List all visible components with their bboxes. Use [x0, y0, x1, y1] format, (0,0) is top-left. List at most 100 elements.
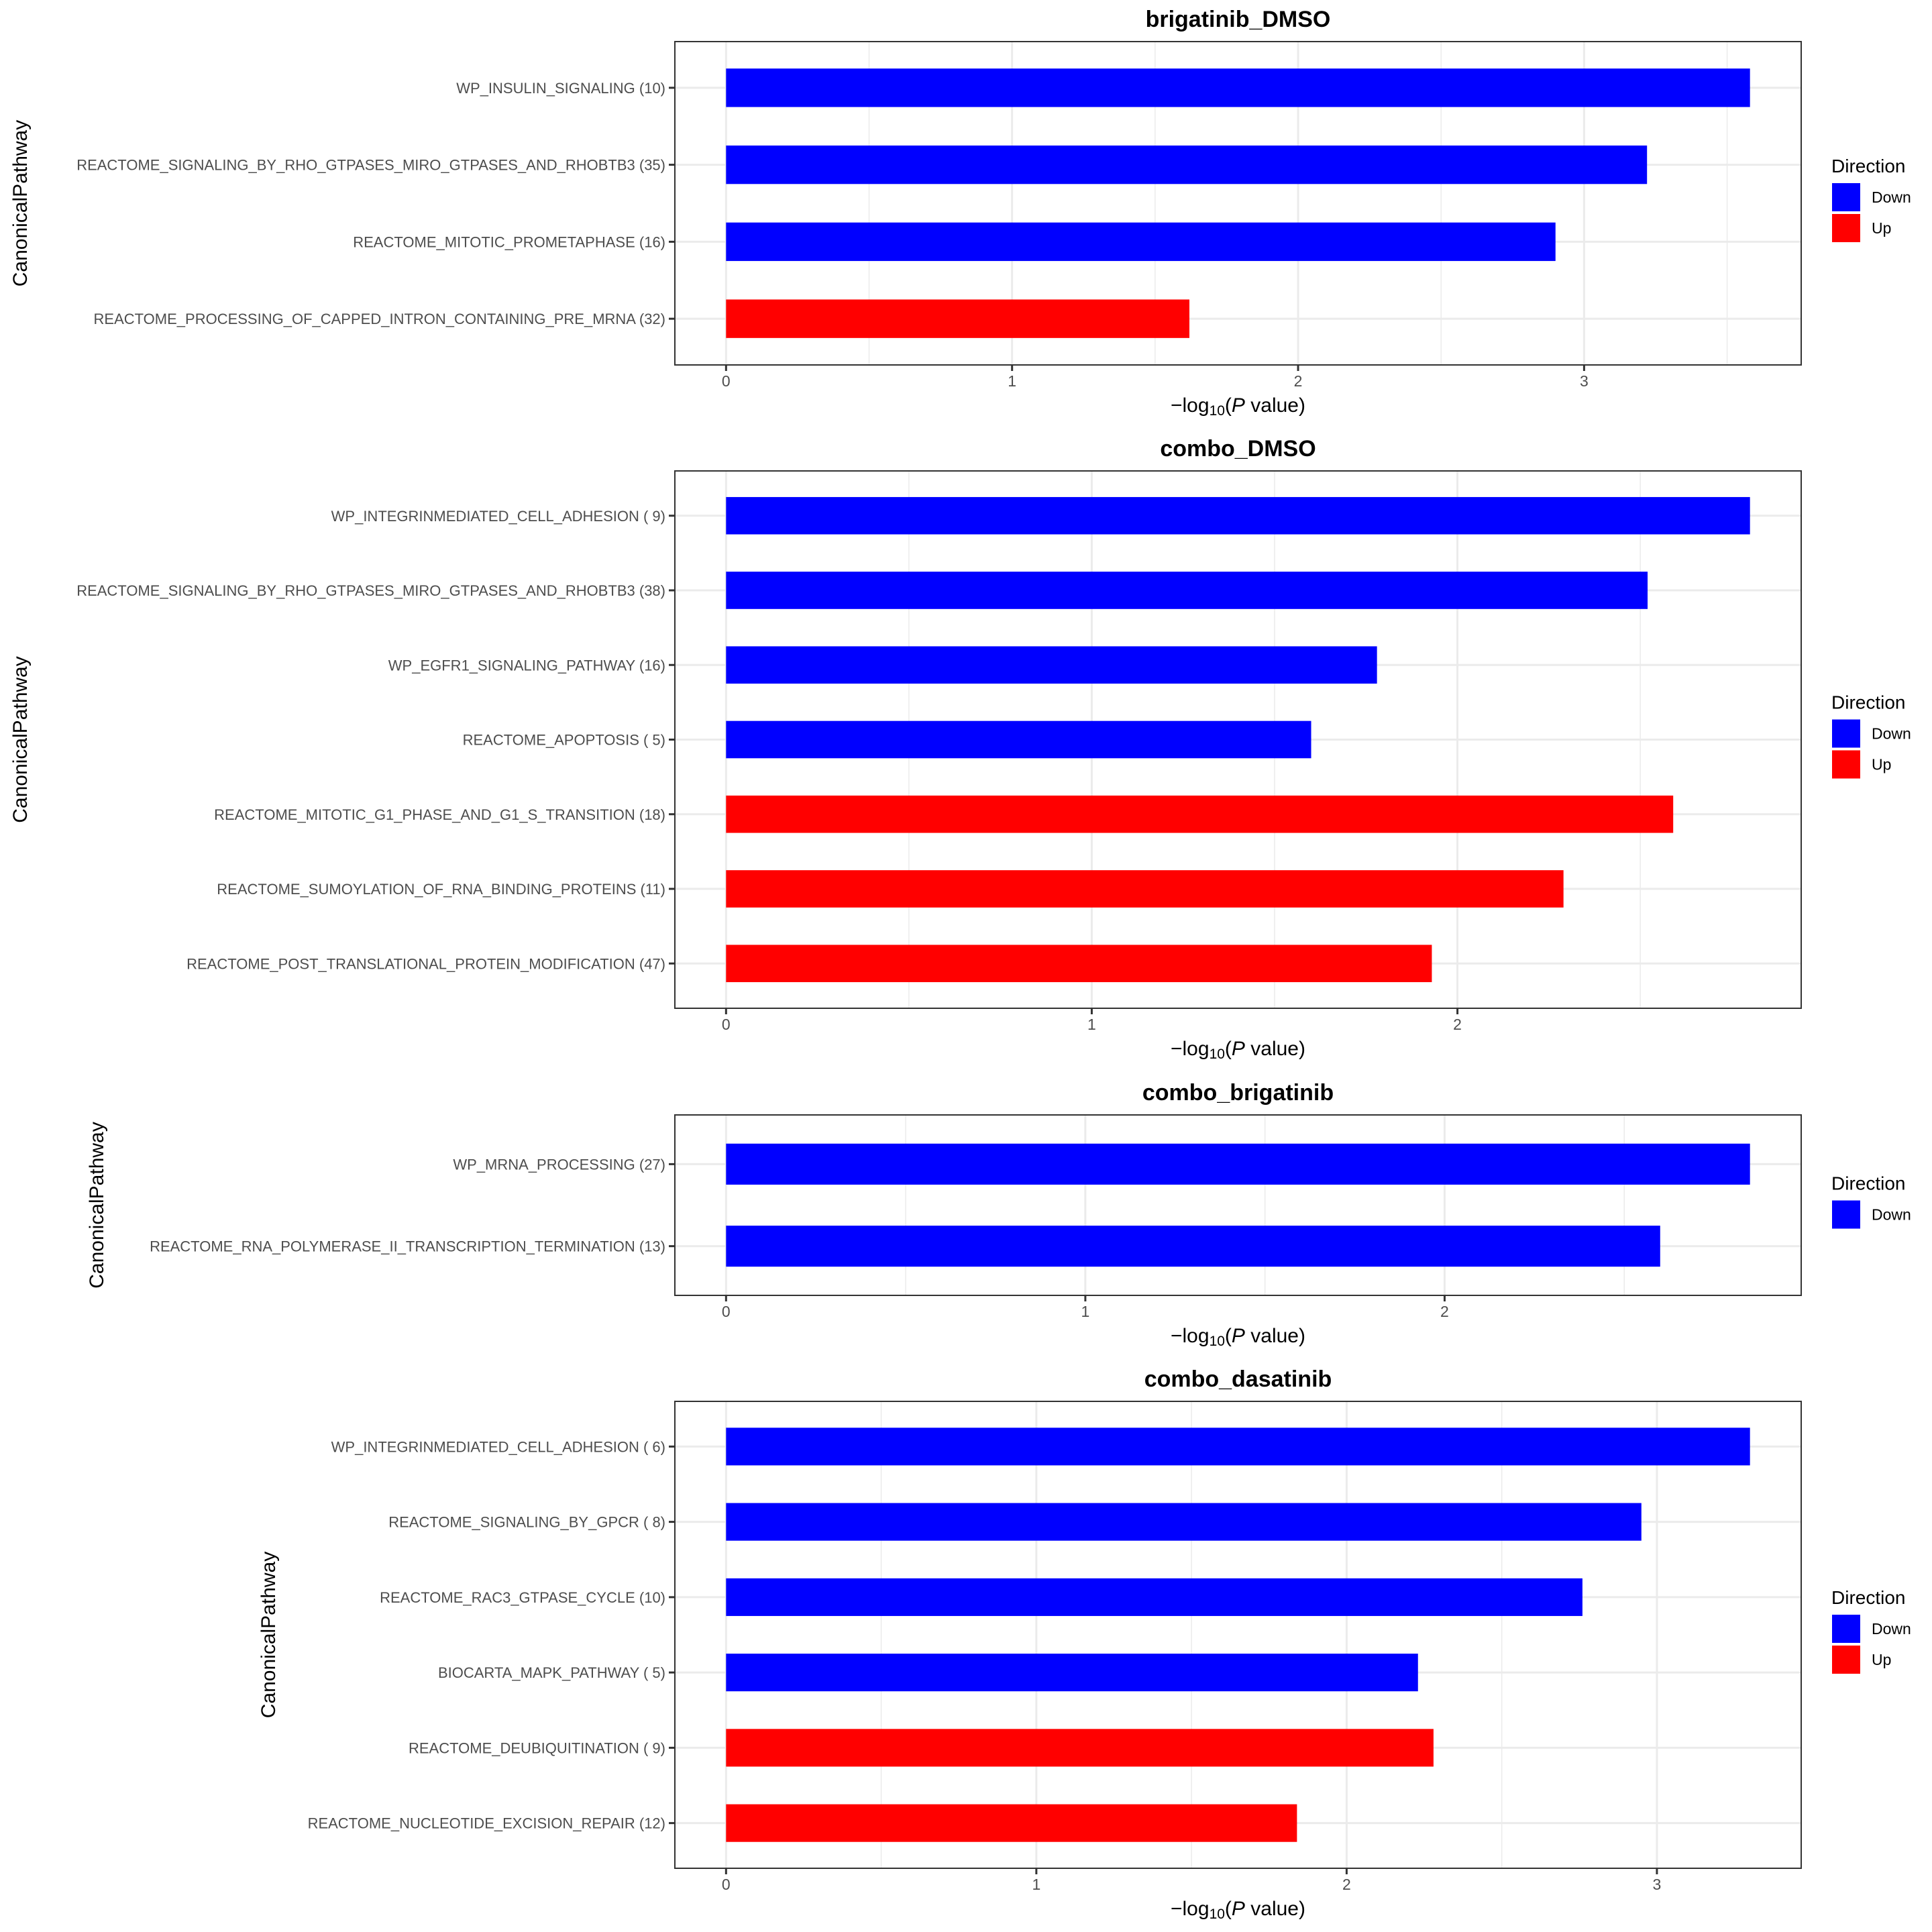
category-label: REACTOME_SIGNALING_BY_RHO_GTPASES_MIRO_G…: [76, 582, 665, 599]
x-axis-title-open: (: [1225, 1038, 1232, 1060]
x-axis-title-open: (: [1225, 1898, 1232, 1920]
x-axis-title-open: (: [1225, 1325, 1232, 1347]
plot-area: [675, 1115, 1801, 1295]
x-tick-label: 1: [1008, 372, 1016, 390]
bar-up: [726, 945, 1432, 983]
bar-down: [726, 1654, 1418, 1692]
bar-down: [726, 1428, 1750, 1466]
x-axis-title: −log10(P value): [1171, 1325, 1305, 1349]
legend-title: Direction: [1831, 156, 1905, 176]
legend-label: Up: [1872, 219, 1891, 237]
x-axis-title-p: P: [1232, 1325, 1245, 1347]
category-label: REACTOME_MITOTIC_PROMETAPHASE (16): [353, 233, 665, 250]
x-tick-label: 0: [722, 1303, 731, 1320]
legend-label: Down: [1872, 1620, 1911, 1638]
legend-key-down: [1832, 183, 1860, 211]
legend-label: Up: [1872, 756, 1891, 773]
legend: Direction Down Up: [1831, 692, 1911, 779]
panel-title: combo_brigatinib: [1142, 1080, 1334, 1106]
x-tick-label: 2: [1342, 1876, 1351, 1893]
legend-title: Direction: [1831, 1587, 1905, 1608]
x-axis-title-prefix: −log: [1171, 1038, 1210, 1060]
category-label: REACTOME_APOPTOSIS ( 5): [463, 732, 665, 749]
bar-down: [726, 646, 1377, 684]
legend: Direction Down: [1831, 1173, 1911, 1229]
panel-combo_dasatinib: WP_INTEGRINMEDIATED_CELL_ADHESION ( 6) RE…: [258, 1366, 1911, 1922]
x-axis-title-subscript: 10: [1210, 1907, 1225, 1922]
bar-down: [726, 222, 1556, 262]
x-tick-label: 0: [722, 372, 731, 390]
x-axis-title-subscript: 10: [1210, 1046, 1225, 1062]
x-axis-title-subscript: 10: [1210, 403, 1225, 419]
legend-key-down: [1832, 1615, 1860, 1643]
category-label: WP_INTEGRINMEDIATED_CELL_ADHESION ( 9): [331, 508, 665, 525]
bar-down: [726, 1578, 1582, 1616]
x-tick-label: 3: [1653, 1876, 1662, 1893]
x-axis-title-prefix: −log: [1171, 1325, 1210, 1347]
category-label: REACTOME_POST_TRANSLATIONAL_PROTEIN_MODI…: [186, 955, 665, 972]
panel-brigatinib_DMSO: WP_INSULIN_SIGNALING (10) REACTOME_SIGNAL…: [9, 7, 1911, 419]
legend-label: Down: [1872, 1206, 1911, 1224]
legend-label: Up: [1872, 1651, 1891, 1668]
x-axis-title-open: (: [1225, 394, 1232, 417]
bar-down: [726, 572, 1648, 609]
category-label: REACTOME_RNA_POLYMERASE_II_TRANSCRIPTION…: [150, 1238, 665, 1255]
category-label: REACTOME_SUMOYLATION_OF_RNA_BINDING_PROT…: [217, 881, 665, 898]
plot-area: [675, 1401, 1801, 1868]
legend-key-down: [1832, 719, 1860, 748]
panel-combo_DMSO: WP_INTEGRINMEDIATED_CELL_ADHESION ( 9) RE…: [9, 436, 1911, 1062]
x-axis-title: −log10(P value): [1171, 1038, 1305, 1062]
legend-title: Direction: [1831, 1173, 1905, 1194]
x-axis-title-prefix: −log: [1171, 394, 1210, 417]
panels: WP_INSULIN_SIGNALING (10) REACTOME_SIGNAL…: [9, 7, 1911, 1922]
category-label: WP_INSULIN_SIGNALING (10): [456, 80, 665, 97]
bar-down: [726, 496, 1750, 535]
legend-label: Down: [1872, 725, 1911, 743]
category-label: REACTOME_SIGNALING_BY_RHO_GTPASES_MIRO_G…: [76, 157, 665, 174]
x-tick-label: 2: [1294, 372, 1303, 390]
panel-combo_brigatinib: WP_MRNA_PROCESSING (27) REACTOME_RNA_POLY…: [86, 1080, 1911, 1349]
category-label: REACTOME_NUCLEOTIDE_EXCISION_REPAIR (12): [308, 1815, 665, 1832]
category-label: REACTOME_PROCESSING_OF_CAPPED_INTRON_CON…: [94, 311, 665, 327]
x-tick-label: 2: [1453, 1016, 1462, 1033]
x-axis-title-p: P: [1232, 1038, 1245, 1060]
bar-down: [726, 1226, 1660, 1267]
category-label: REACTOME_RAC3_GTPASE_CYCLE (10): [380, 1589, 665, 1606]
bar-down: [726, 720, 1311, 759]
category-label: REACTOME_MITOTIC_G1_PHASE_AND_G1_S_TRANS…: [214, 806, 665, 823]
bar-up: [726, 870, 1564, 908]
x-axis-title: −log10(P value): [1171, 1898, 1305, 1922]
x-tick-label: 1: [1087, 1016, 1096, 1033]
y-axis-title: CanonicalPathway: [86, 1122, 108, 1288]
x-tick-label: 0: [722, 1016, 731, 1033]
category-label: WP_INTEGRINMEDIATED_CELL_ADHESION ( 6): [331, 1438, 665, 1455]
legend-key-down: [1832, 1200, 1860, 1229]
panel-border: [674, 1401, 1802, 1869]
panel-title: combo_dasatinib: [1144, 1366, 1332, 1392]
panel-border: [674, 1114, 1802, 1296]
x-tick-label: 3: [1580, 372, 1589, 390]
category-label: REACTOME_SIGNALING_BY_GPCR ( 8): [388, 1514, 665, 1531]
bar-down: [726, 1503, 1642, 1541]
x-axis-title-rest: value): [1245, 394, 1305, 417]
bar-up: [726, 795, 1674, 833]
category-label: WP_MRNA_PROCESSING (27): [453, 1156, 665, 1173]
legend-key-up: [1832, 1646, 1860, 1674]
x-axis-title-p: P: [1232, 1898, 1245, 1920]
x-tick-label: 2: [1440, 1303, 1449, 1320]
category-label: WP_EGFR1_SIGNALING_PATHWAY (16): [388, 657, 665, 674]
panel-title: brigatinib_DMSO: [1146, 7, 1331, 32]
x-tick-label: 0: [722, 1876, 731, 1893]
x-axis-title-prefix: −log: [1171, 1898, 1210, 1920]
panel-border: [674, 41, 1802, 366]
bar-up: [726, 1729, 1434, 1767]
legend-key-up: [1832, 750, 1860, 779]
category-label: REACTOME_DEUBIQUITINATION ( 9): [409, 1739, 665, 1756]
panel-title: combo_DMSO: [1160, 436, 1316, 462]
y-axis-title: CanonicalPathway: [9, 120, 32, 286]
x-tick-label: 1: [1081, 1303, 1089, 1320]
bar-down: [726, 145, 1648, 184]
legend-title: Direction: [1831, 692, 1905, 713]
bar-up: [726, 1804, 1297, 1842]
bar-up: [726, 299, 1190, 338]
